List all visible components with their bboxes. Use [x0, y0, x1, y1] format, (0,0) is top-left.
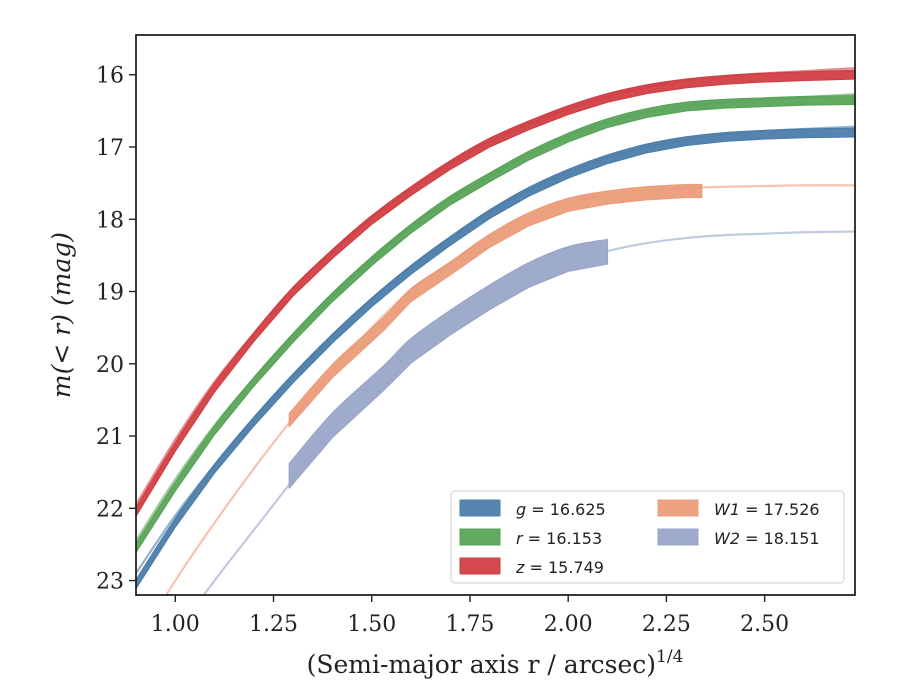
y-tick-label: 17	[96, 136, 124, 161]
series-w1-data-band	[288, 183, 703, 428]
legend-item-w1: W1 = 17.526	[657, 499, 820, 519]
x-tick-label: 1.50	[347, 612, 396, 637]
series-w2	[202, 230, 855, 595]
y-tick-label: 20	[96, 353, 124, 378]
x-axis: 1.00 1.25 1.50 1.75 2.00 2.25 2.50	[151, 595, 789, 637]
x-tick-label: 2.50	[740, 612, 789, 637]
legend-items: g = 16.625 r = 16.153 z = 15.749 W1 = 17.52…	[459, 499, 820, 577]
series-w1	[164, 183, 855, 595]
x-axis-label: (Semi-major axis r / arcsec)1/4	[307, 647, 684, 679]
legend-swatch-g	[459, 499, 501, 517]
x-axis-label-text: (Semi-major axis r / arcsec)	[307, 650, 656, 679]
plot-frame	[135, 34, 856, 596]
y-tick-label: 19	[96, 281, 124, 306]
y-tick-label: 18	[96, 208, 124, 233]
x-tick-label: 2.25	[642, 612, 691, 637]
series-r	[136, 93, 855, 553]
y-axis-label: m(< r) (mag)	[47, 232, 76, 398]
legend-item-r: r = 16.153	[459, 528, 602, 548]
x-tick-label: 1.75	[445, 612, 494, 637]
x-tick-label: 2.00	[544, 612, 593, 637]
legend-item-z: z = 15.749	[459, 557, 604, 577]
y-tick-label: 23	[96, 570, 124, 595]
legend-swatch-z	[459, 557, 501, 575]
legend-label-w1: W1 = 17.526	[714, 500, 820, 519]
series-r-data-band	[136, 95, 855, 553]
x-tick-label: 1.25	[249, 612, 298, 637]
series-w2-data-band	[288, 238, 609, 489]
legend-swatch-w2	[657, 528, 699, 546]
legend-label-r: r = 16.153	[516, 529, 602, 548]
y-tick-label: 16	[96, 64, 124, 89]
legend-label-g: g = 16.625	[516, 500, 606, 519]
legend-frame	[450, 490, 845, 584]
series-layer	[136, 67, 855, 595]
legend-item-g: g = 16.625	[459, 499, 606, 519]
series-g	[136, 125, 855, 590]
y-tick-label: 22	[96, 497, 124, 522]
series-g-data-band	[136, 127, 855, 590]
series-z	[136, 67, 855, 517]
legend-item-w2: W2 = 18.151	[657, 528, 820, 548]
y-axis: 16 17 18 19 20 21 22 23	[96, 64, 136, 595]
legend-swatch-r	[459, 528, 501, 546]
legend-label-z: z = 15.749	[515, 558, 604, 577]
x-tick-label: 1.00	[151, 612, 200, 637]
y-tick-label: 21	[96, 425, 124, 450]
series-z-data-band	[136, 69, 855, 517]
legend-swatch-w1	[657, 499, 699, 517]
x-axis-label-exponent: 1/4	[656, 647, 683, 667]
legend: g = 16.625 r = 16.153 z = 15.749 W1 = 17.52…	[450, 490, 845, 584]
legend-label-w2: W2 = 18.151	[714, 529, 820, 548]
